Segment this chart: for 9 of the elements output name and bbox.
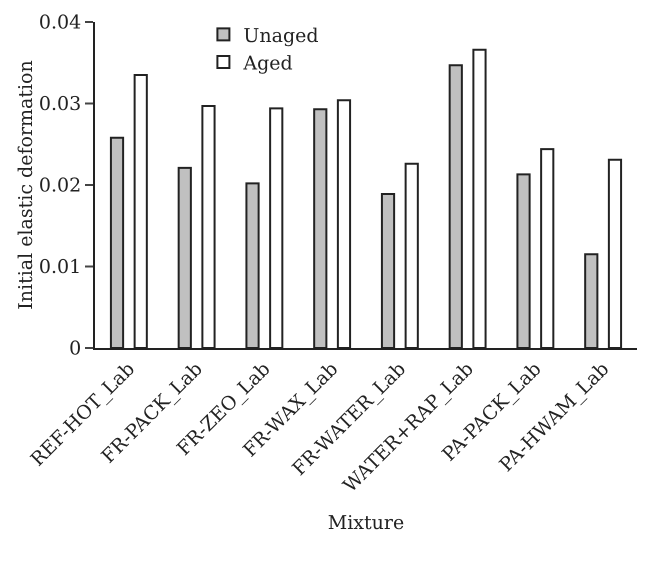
y-tick-label: 0 bbox=[69, 338, 82, 360]
y-tick-label: 0.02 bbox=[38, 174, 82, 197]
y-axis-title: Initial elastic deformation bbox=[14, 60, 37, 310]
y-tick-label: 0.03 bbox=[38, 93, 82, 116]
legend-label: Unaged bbox=[243, 24, 319, 47]
x-axis-title: Mixture bbox=[328, 512, 404, 534]
y-tick-label: 0.01 bbox=[38, 256, 82, 278]
legend-label: Aged bbox=[242, 52, 293, 74]
y-tick-label: 0.04 bbox=[38, 12, 82, 34]
